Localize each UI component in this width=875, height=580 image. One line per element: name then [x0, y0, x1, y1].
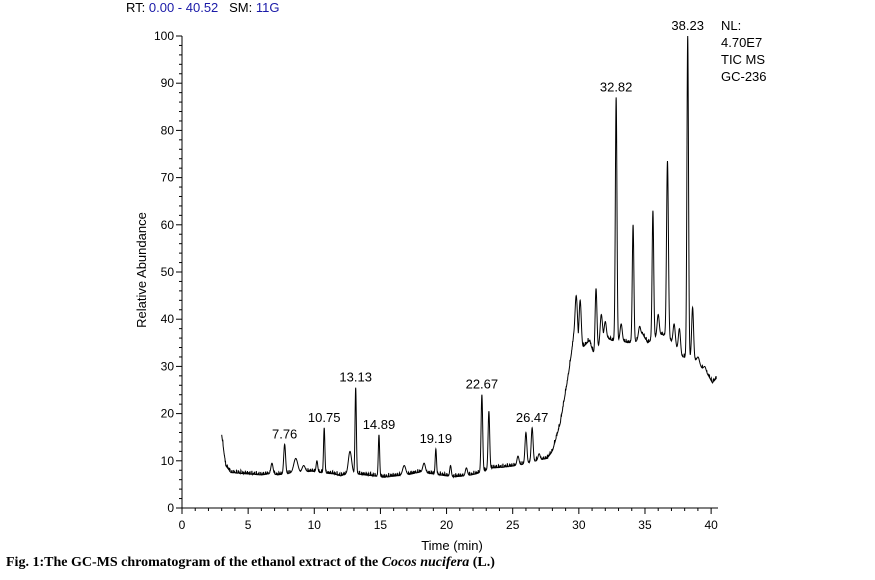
normalization-info: NL: 4.70E7 TIC MS GC-236: [721, 17, 767, 85]
figure-caption: Fig. 1:The GC-MS chromatogram of the eth…: [6, 555, 495, 571]
y-tick-label: 70: [161, 171, 175, 185]
y-tick-label: 60: [161, 218, 175, 232]
x-tick-label: 25: [506, 518, 520, 532]
peak-label: 22.67: [466, 377, 499, 392]
x-tick-label: 5: [245, 518, 252, 532]
peak-label: 10.75: [308, 410, 341, 425]
x-tick-label: 30: [572, 518, 586, 532]
x-tick-label: 40: [704, 518, 718, 532]
y-tick-label: 0: [167, 501, 174, 515]
x-tick-label: 35: [638, 518, 652, 532]
detector-label: TIC MS: [721, 52, 766, 67]
rt-label: RT:: [126, 0, 146, 15]
peak-label: 26.47: [516, 410, 549, 425]
chromatogram-trace: [221, 35, 717, 479]
x-tick-label: 20: [440, 518, 454, 532]
sm-label: SM:: [229, 0, 253, 15]
y-tick-label: 50: [161, 265, 175, 279]
x-tick-label: 0: [179, 518, 186, 532]
sample-label: GC-236: [721, 69, 767, 84]
chart-peak-labels: 7.76 10.75 13.13 14.89 19.19 22.67 26.47 32.82 3…: [272, 18, 704, 446]
y-tick-label: 20: [161, 407, 175, 421]
peak-label: 13.13: [339, 370, 372, 385]
y-axis-label: Relative Abundance: [134, 212, 149, 328]
chart-axes: 0 10 20 30 40 50 60 70 80 90 100 0 5 10 15 20 25 30 35 40: [154, 29, 718, 532]
nl-label: NL:: [721, 18, 742, 33]
caption-prefix: Fig. 1:The GC-MS chromatogram of the eth…: [6, 555, 382, 570]
peak-label: 32.82: [600, 79, 633, 94]
x-axis-label: Time (min): [421, 538, 483, 553]
x-tick-label: 15: [374, 518, 388, 532]
y-tick-label: 40: [161, 312, 175, 326]
y-tick-label: 80: [161, 123, 175, 137]
y-tick-label: 100: [154, 29, 174, 43]
caption-suffix: (L.): [469, 555, 495, 570]
header-info: RT: 0.00 - 40.52 SM: 11G: [126, 0, 279, 15]
y-tick-label: 90: [161, 76, 175, 90]
sm-value: 11G: [255, 0, 280, 15]
chart-trace-layer: [221, 35, 717, 479]
peak-label: 38.23: [671, 18, 704, 33]
y-tick-label: 10: [161, 454, 175, 468]
nl-value: 4.70E7: [721, 35, 763, 50]
peak-label: 7.76: [272, 426, 297, 441]
rt-value: 0.00 - 40.52: [148, 0, 219, 15]
peak-label: 14.89: [363, 417, 396, 432]
y-tick-label: 30: [161, 359, 175, 373]
caption-species: Cocos nucifera: [381, 555, 470, 570]
x-tick-label: 10: [308, 518, 322, 532]
peak-label: 19.19: [420, 431, 453, 446]
